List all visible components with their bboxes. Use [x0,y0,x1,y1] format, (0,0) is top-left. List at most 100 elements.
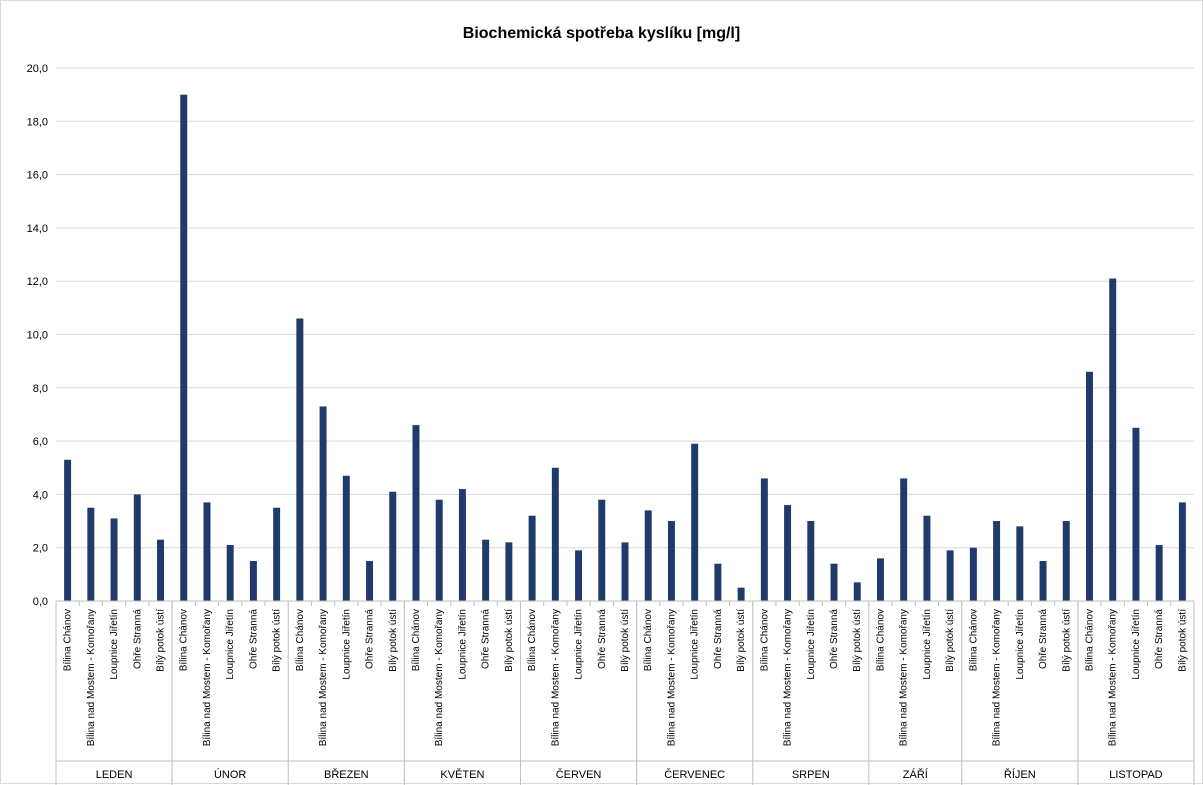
category-label: Loupnice Jiřetín [1131,609,1142,680]
bar [342,475,350,601]
month-label: ČERVEN [556,768,602,781]
bar [830,563,838,601]
bar [784,505,792,601]
bar [644,510,652,601]
category-label: Bílý potok ústí [736,609,747,672]
category-label: Loupnice Jiřetín [341,609,352,680]
bar [1178,502,1186,601]
gridlines [56,67,1194,549]
category-label: Ohře Stranná [1038,609,1049,669]
category-label: Bílina nad Mostem - Komořany [783,609,794,746]
y-axis-ticks: 0,0 2,0 4,0 6,0 8,0 10,0 12,0 14,0 16,0 18,0 20,0 [27,63,48,608]
y-tick-label: 0,0 [33,596,48,608]
month-label: ÚNOR [214,768,246,781]
month-label: LISTOPAD [1109,769,1162,781]
y-tick-label: 2,0 [33,543,48,555]
category-label: Loupnice Jiřetín [690,609,701,680]
bar [900,478,908,601]
bar [691,443,699,601]
y-tick-label: 16,0 [27,170,48,182]
bar [1155,545,1163,601]
category-label: Bílina nad Mostem - Komořany [434,609,445,746]
bar [64,459,72,601]
category-label: Bílina nad Mostem - Komořany [86,609,97,746]
month-label: KVĚTEN [440,768,484,781]
month-labels: LEDEN ÚNOR BŘEZEN KVĚTEN ČERVEN ČERVENEC SRPEN… [96,768,1163,781]
category-label: Loupnice Jiřetín [922,609,933,680]
bar [157,539,164,601]
category-label: Ohře Stranná [713,609,724,669]
category-label: Bílina Chánov [1084,609,1095,671]
category-label: Ohře Stranná [248,609,259,669]
bar [319,406,327,601]
bar [1132,427,1140,601]
bar [575,550,583,601]
bar [853,582,861,601]
category-labels: Bílina Chánov Bílina nad Mostem - Komořan… [63,609,1189,747]
bar [714,563,722,601]
y-tick-label: 4,0 [33,489,48,501]
y-tick-label: 18,0 [27,116,48,128]
category-label: Loupnice Jiřetín [109,609,120,680]
category-label: Bílina nad Mostem - Komořany [992,609,1003,746]
bar [249,561,257,601]
bar [203,502,211,601]
category-label: Bílina Chánov [968,609,979,671]
bar [180,94,188,602]
bar [1016,526,1024,601]
bar [621,542,629,601]
y-tick-label: 20,0 [27,63,48,75]
category-label: Bílý potok ústí [852,609,863,672]
category-label: Bílina Chánov [295,609,306,671]
bar [551,467,559,601]
bar [667,521,675,601]
category-label: Bílý potok ústí [504,609,515,672]
category-label: Bílina Chánov [527,609,538,671]
category-label: Bílina nad Mostem - Komořany [550,609,561,746]
bar [435,499,443,601]
y-tick-label: 8,0 [33,383,48,395]
category-label: Bílina Chánov [411,609,422,671]
category-label: Bílý potok ústí [388,609,399,672]
bar [110,518,118,601]
bar [1086,371,1093,601]
category-label: Loupnice Jiřetín [574,609,585,680]
y-tick-label: 12,0 [27,276,48,288]
bar [737,587,745,601]
category-label: Bílý potok ústí [156,609,167,672]
month-label: ZÁŘÍ [903,768,929,781]
bar [969,547,977,601]
bar [366,561,374,601]
chart-title: Biochemická spotřeba kyslíku [mg/l] [462,25,741,42]
bar [505,542,513,601]
category-label: Bílina nad Mostem - Komořany [1108,609,1119,746]
y-tick-label: 6,0 [33,436,48,448]
bar [923,515,931,601]
bar [296,318,304,601]
month-label: ČERVENEC [664,768,725,781]
y-tick-label: 10,0 [27,330,48,342]
bar [226,545,234,601]
bar [993,521,1001,601]
month-label: SRPEN [792,769,830,781]
bar [876,558,884,601]
bar [412,425,420,601]
month-label: BŘEZEN [324,768,369,781]
category-label: Loupnice Jiřetín [1015,609,1026,680]
bar [1039,561,1047,601]
bar [807,521,815,601]
category-label: Bílina Chánov [179,609,190,671]
category-label: Bílý potok ústí [945,609,956,672]
category-label: Bílý potok ústí [1177,609,1188,672]
bar [87,507,95,601]
category-label: Ohře Stranná [597,609,608,669]
category-label: Bílina Chánov [63,609,74,671]
bar [528,515,536,601]
bar [760,478,768,601]
axes [55,600,1195,785]
bar [482,539,490,601]
bar [1109,278,1117,601]
category-label: Bílina nad Mostem - Komořany [202,609,213,746]
